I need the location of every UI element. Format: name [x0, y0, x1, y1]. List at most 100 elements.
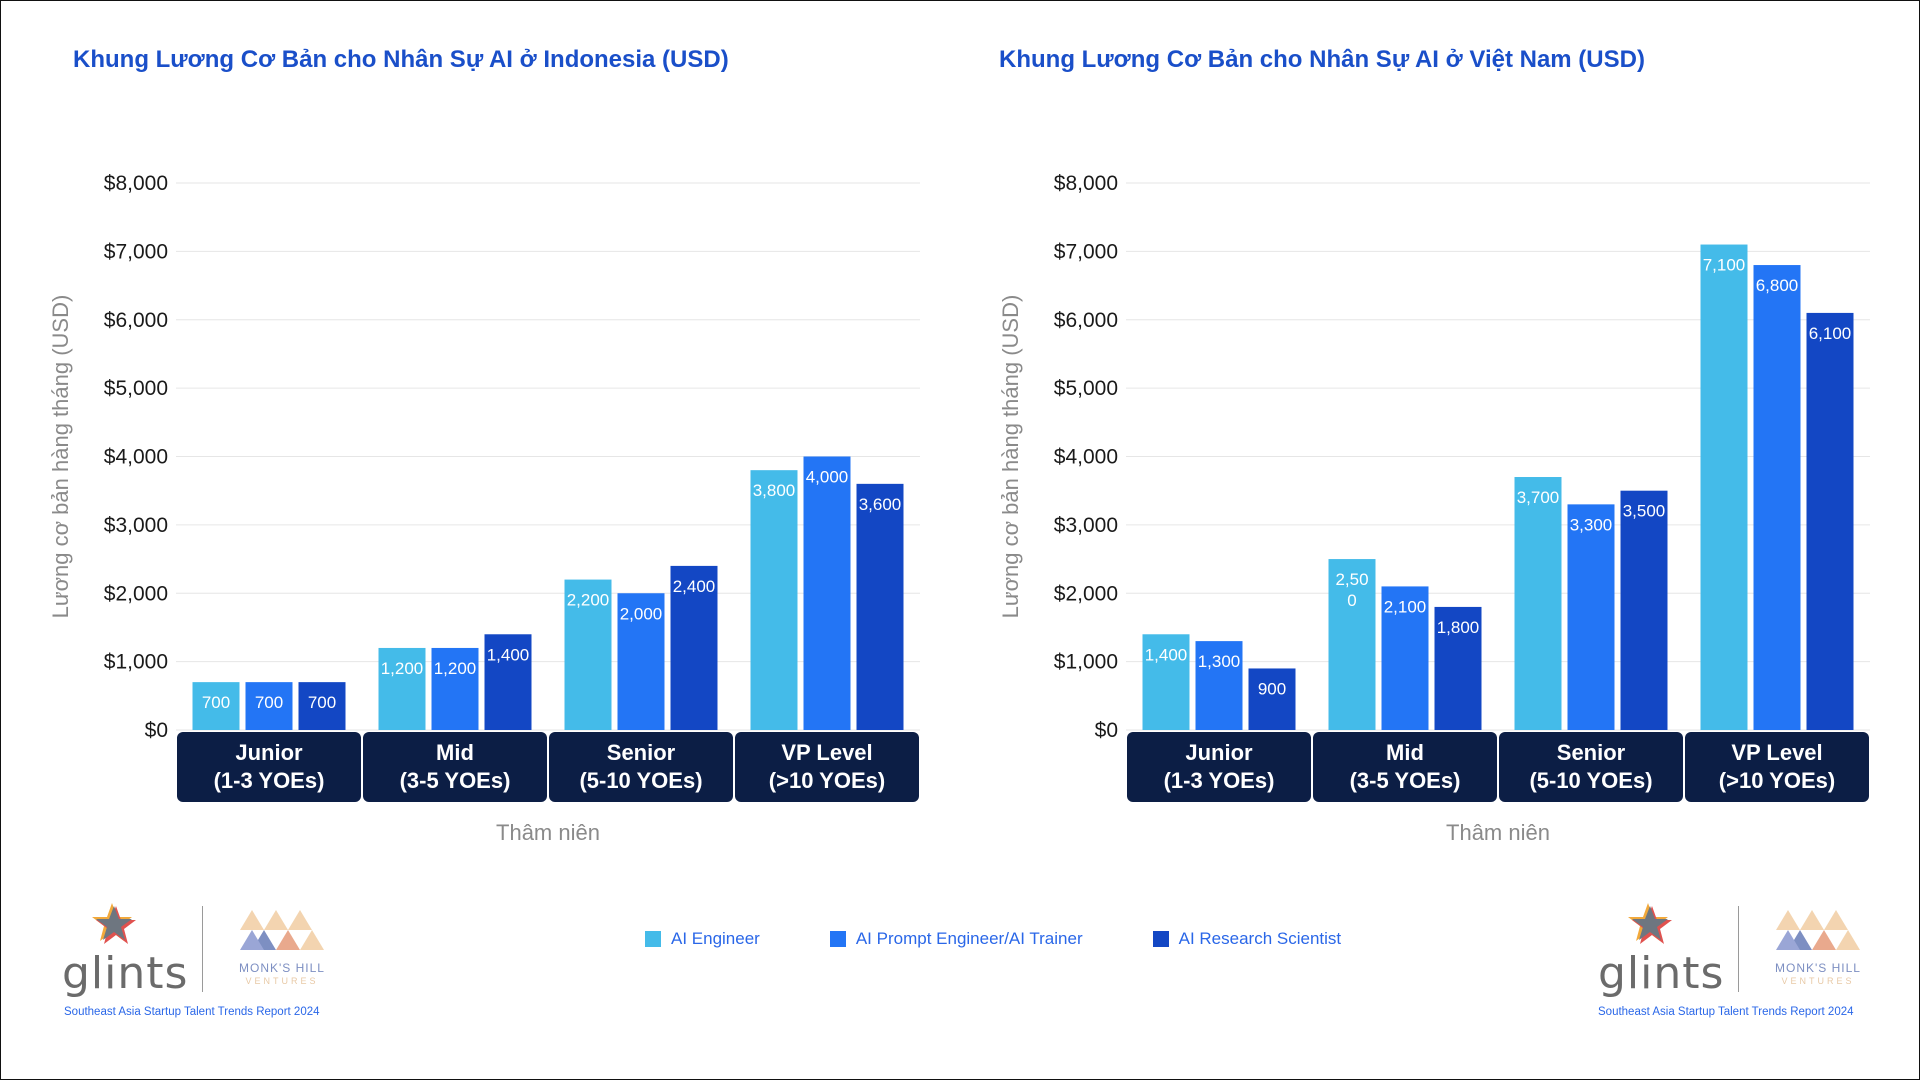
monks-hill-icon: [1776, 910, 1860, 950]
bar-data-label: 0: [1347, 591, 1356, 610]
y-tick-label: $7,000: [1054, 240, 1118, 263]
bar: [1195, 641, 1243, 730]
category-label: Senior: [1557, 740, 1626, 765]
category-sublabel: (5-10 YOEs): [1529, 768, 1652, 793]
bar: [1328, 559, 1376, 730]
bar-data-label: 3,700: [1517, 488, 1560, 507]
category-band: [1499, 732, 1683, 802]
bar: [1142, 634, 1190, 730]
bar: [298, 682, 346, 730]
monks-hill-logo: MONK'S HILL VENTURES: [232, 962, 332, 988]
bar-data-label: 2,200: [567, 591, 610, 610]
monks-hill-name: MONK'S HILL: [239, 961, 325, 975]
bar-data-label: 2,000: [620, 604, 663, 623]
bar-data-label: 1,400: [487, 645, 530, 664]
y-tick-label: $4,000: [104, 446, 168, 469]
category-label: VP Level: [781, 740, 872, 765]
category-label: Mid: [1386, 740, 1424, 765]
legend-swatch: [1152, 931, 1169, 947]
bar-data-label: 1,200: [381, 659, 424, 678]
logo-divider: [1738, 906, 1739, 992]
bar: [378, 647, 426, 730]
bar-data-label: 3,300: [1570, 515, 1613, 534]
y-tick-label: $7,000: [104, 240, 168, 263]
bar-chart-vietnam: $0 $1,000 $2,000 $3,000 $4,000 $5,000 $6,000 $7…: [998, 172, 1870, 845]
x-axis-label: Thâm niên: [1446, 820, 1550, 845]
monks-hill-icon: [240, 910, 324, 950]
legend-label: AI Research Scientist: [1178, 929, 1342, 948]
bar-data-label: 6,800: [1756, 276, 1799, 295]
y-tick-label: $0: [1095, 719, 1118, 742]
category-band: [177, 732, 361, 802]
bar: [192, 682, 240, 730]
bar: [1514, 477, 1562, 730]
bar-data-label: 900: [1258, 679, 1286, 698]
chart-legend: AI Engineer AI Prompt Engineer/AI Traine…: [645, 928, 1411, 950]
category-sublabel: (>10 YOEs): [769, 768, 885, 793]
bar: [1620, 490, 1668, 730]
bar: [856, 483, 904, 730]
bar-data-label: 2,50: [1335, 570, 1368, 589]
legend-label: AI Engineer: [671, 929, 760, 948]
x-axis-label: Thâm niên: [496, 820, 600, 845]
bar: [245, 682, 293, 730]
bar: [1753, 265, 1801, 730]
category-label: Junior: [235, 740, 303, 765]
y-tick-label: $1,000: [1054, 651, 1118, 674]
category-sublabel: (3-5 YOEs): [1350, 768, 1461, 793]
category-sublabel: (1-3 YOEs): [1164, 768, 1275, 793]
bar-data-label: 1,300: [1198, 652, 1241, 671]
bar-data-label: 4,000: [806, 468, 849, 487]
bar: [1806, 312, 1854, 730]
bar: [750, 470, 798, 730]
legend-swatch: [829, 931, 846, 947]
legend-swatch: [645, 931, 661, 947]
y-tick-label: $0: [145, 719, 168, 742]
y-tick-label: $2,000: [1054, 582, 1118, 605]
legend-item-ai-research-scientist: AI Research Scientist: [1152, 929, 1342, 949]
bar: [1700, 244, 1748, 730]
category-sublabel: (1-3 YOEs): [214, 768, 325, 793]
chart-title-indonesia: Khung Lương Cơ Bản cho Nhân Sự AI ở Indo…: [73, 46, 729, 73]
report-footer: Southeast Asia Startup Talent Trends Rep…: [64, 1006, 320, 1018]
glints-logo: glints: [62, 948, 189, 999]
bar: [1248, 668, 1296, 730]
category-band: [363, 732, 547, 802]
category-band: [1127, 732, 1311, 802]
bar-data-label: 7,100: [1703, 256, 1746, 275]
bar: [1434, 606, 1482, 730]
report-footer: Southeast Asia Startup Talent Trends Rep…: [1598, 1006, 1854, 1018]
logo-divider: [202, 906, 203, 992]
bar-data-label: 700: [202, 693, 230, 712]
y-tick-label: $4,000: [1054, 446, 1118, 469]
bar-data-label: 3,500: [1623, 502, 1666, 521]
y-tick-label: $3,000: [104, 514, 168, 537]
category-sublabel: (5-10 YOEs): [579, 768, 702, 793]
bar: [803, 456, 851, 730]
y-tick-label: $3,000: [1054, 514, 1118, 537]
legend-item-ai-engineer: AI Engineer: [645, 929, 760, 949]
bar: [1567, 504, 1615, 730]
category-sublabel: (>10 YOEs): [1719, 768, 1835, 793]
bar: [670, 565, 718, 730]
monks-hill-logo: MONK'S HILL VENTURES: [1768, 962, 1868, 988]
category-band: [1685, 732, 1869, 802]
y-tick-label: $5,000: [1054, 377, 1118, 400]
bar: [617, 593, 665, 730]
glints-logo: glints: [1598, 948, 1725, 999]
bar-data-label: 700: [255, 693, 283, 712]
bar-data-label: 2,400: [673, 577, 716, 596]
y-axis-label: Lương cơ bản hàng tháng (USD): [48, 295, 73, 619]
bar-data-label: 2,100: [1384, 597, 1427, 616]
y-tick-label: $2,000: [104, 582, 168, 605]
bar-data-label: 3,800: [753, 481, 796, 500]
category-label: VP Level: [1731, 740, 1822, 765]
monks-hill-ventures: VENTURES: [245, 976, 319, 986]
y-tick-label: $8,000: [1054, 172, 1118, 195]
legend-label: AI Prompt Engineer/AI Trainer: [855, 929, 1083, 948]
y-axis-label: Lương cơ bản hàng tháng (USD): [998, 295, 1023, 619]
bar-data-label: 6,100: [1809, 324, 1852, 343]
y-tick-label: $6,000: [104, 309, 168, 332]
y-tick-label: $8,000: [104, 172, 168, 195]
monks-hill-ventures: VENTURES: [1781, 976, 1855, 986]
